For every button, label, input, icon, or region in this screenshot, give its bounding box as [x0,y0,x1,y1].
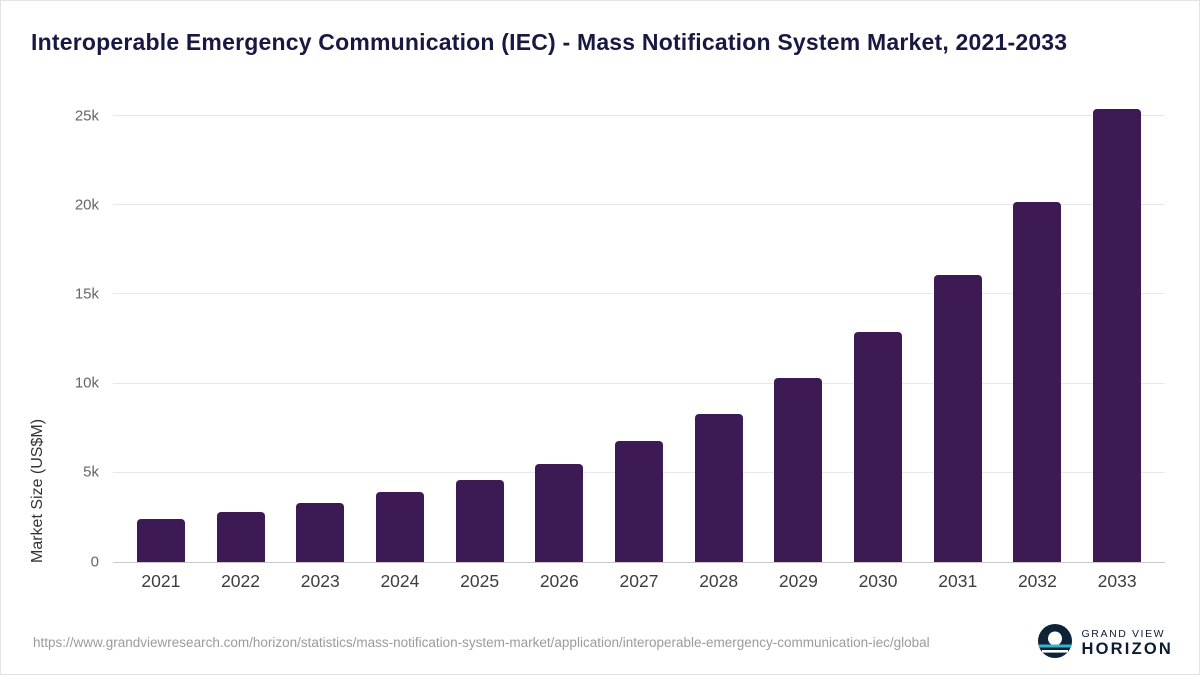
x-tick-label: 2023 [300,571,340,591]
y-tick-label: 0 [90,553,99,570]
x-tick-label: 2030 [858,571,898,591]
bar [136,519,185,562]
bar-slot [759,109,839,562]
bar [933,274,982,562]
gridline: 20k [75,196,1165,213]
bar-slot [599,109,679,562]
bar [774,378,823,562]
bar-slot [519,109,599,562]
bar-slot [998,109,1078,562]
y-tick-label: 5k [83,463,99,481]
gridline: 0 [91,553,1165,570]
bar-slot [679,109,759,562]
y-tick-label: 25k [74,107,99,125]
bar-slot [918,109,998,562]
source-url: https://www.grandviewresearch.com/horizo… [33,635,930,651]
bar [296,503,345,562]
bar-slot [1077,109,1157,562]
x-tick-label: 2027 [619,571,659,591]
page-title: Interoperable Emergency Communication (I… [31,29,1068,55]
x-tick-label: 2021 [141,571,181,591]
y-tick-label: 20k [74,196,99,214]
bar [614,440,663,562]
grand-view-horizon-logo: GRAND VIEW HORIZON [1037,623,1173,664]
gridline: 10k [75,375,1165,392]
bars-row [113,109,1165,562]
bar [375,492,424,562]
x-tick-label: 2032 [1017,571,1057,591]
bar [694,413,743,562]
horizon-logo-icon [1037,623,1073,664]
logo-text-horizon: HORIZON [1081,640,1173,659]
footer: https://www.grandviewresearch.com/horizo… [33,623,1173,664]
y-tick-label: 15k [74,285,99,303]
x-tick-label: 2024 [380,571,420,591]
gridline: 25k [75,107,1165,124]
x-tick-label: 2031 [938,571,978,591]
bar [854,331,903,562]
x-tick-label: 2025 [460,571,500,591]
bar [1093,109,1142,562]
bar-slot [838,109,918,562]
gridline: 15k [75,285,1165,302]
bar [1013,201,1062,562]
bar-slot [360,109,440,562]
bar-slot [280,109,360,562]
logo-text-grand-view: GRAND VIEW [1081,627,1166,640]
bar-slot [121,109,201,562]
logo-text: GRAND VIEW HORIZON [1082,628,1173,659]
bar [216,512,265,562]
x-tick-label: 2028 [699,571,739,591]
x-tick-label: 2026 [539,571,579,591]
x-tick-label: 2029 [778,571,818,591]
x-tick-label: 2033 [1097,571,1137,591]
y-tick-label: 10k [74,374,99,392]
x-tick-label: 2022 [221,571,260,591]
y-axis-title: Market Size (US$M) [29,418,46,563]
x-axis-labels: 2021 2022 2023 2024 2025 2026 2027 2028 2029 2030… [113,571,1165,592]
bar-slot [201,109,281,562]
bar-slot [440,109,520,562]
bar [535,463,584,562]
bar [455,479,504,562]
plot-area: 0 5k 10k 15k 20k 25k [75,107,1165,570]
